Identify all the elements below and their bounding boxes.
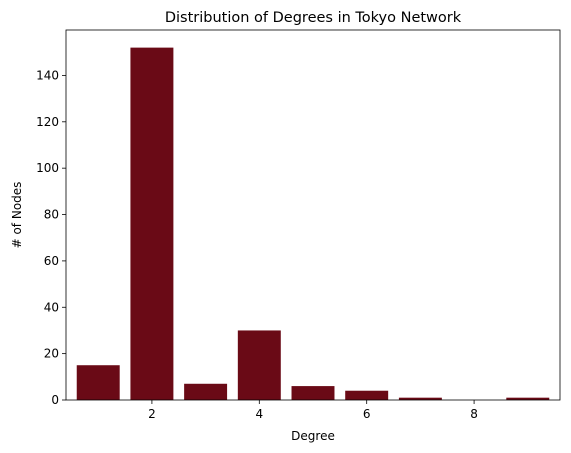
y-axis-label: # of Nodes [10,182,24,249]
y-tick-label: 60 [44,254,59,268]
chart-title: Distribution of Degrees in Tokyo Network [165,10,462,26]
bar-degree-6 [345,390,389,400]
x-tick-label: 8 [470,407,478,421]
y-tick-label: 80 [44,208,59,222]
bar-degree-3 [184,383,228,400]
bars-group [76,47,550,400]
y-tick-label: 20 [44,347,59,361]
x-tick-label: 6 [363,407,371,421]
y-tick-label: 140 [36,68,59,82]
y-tick-label: 120 [36,115,59,129]
x-tick-label: 4 [255,407,263,421]
y-tick-label: 0 [51,393,59,407]
x-axis-label: Degree [291,429,335,443]
x-tick-label: 2 [148,407,156,421]
bar-degree-1 [76,365,120,400]
bar-degree-2 [130,47,174,400]
y-tick-label: 100 [36,161,59,175]
bar-degree-5 [291,386,335,400]
bar-degree-7 [398,397,442,400]
y-tick-label: 40 [44,300,59,314]
y-axis: 0 20 40 60 80 100 120 140 [36,68,66,407]
bar-degree-4 [237,330,281,400]
x-axis: 2 4 6 8 [148,400,478,421]
bar-degree-9 [506,397,550,400]
plot-frame [65,29,561,401]
